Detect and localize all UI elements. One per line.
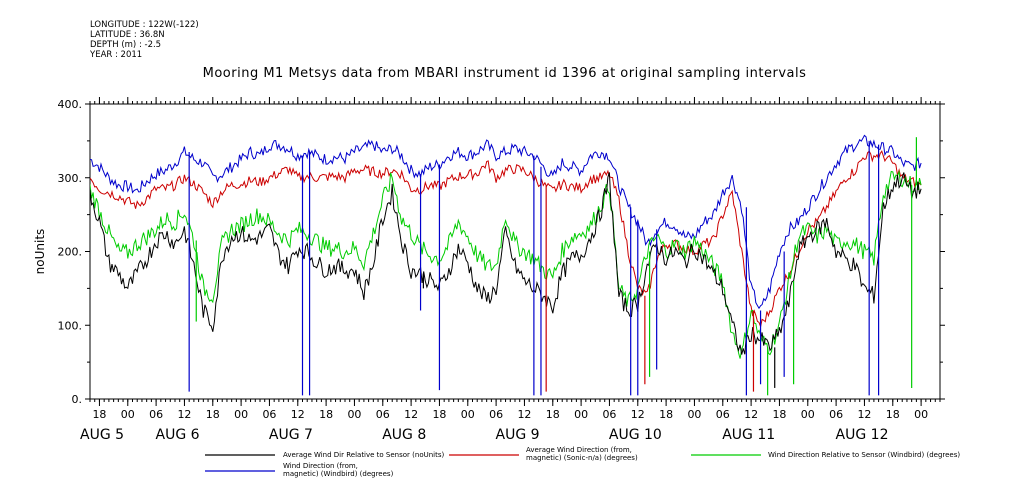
x-tick-label: 12 — [404, 408, 418, 421]
x-tick-label: 18 — [206, 408, 220, 421]
legend-label-3: Wind Direction (from, — [283, 462, 358, 470]
x-date-label: AUG 11 — [722, 427, 775, 443]
x-date-label: AUG 9 — [496, 427, 540, 443]
x-tick-label: 18 — [886, 408, 900, 421]
x-tick-label: 00 — [234, 408, 248, 421]
legend-label-2: Wind Direction Relative to Sensor (Windb… — [768, 451, 960, 459]
depth-label: DEPTH (m) : -2.5 — [90, 40, 162, 50]
x-date-label: AUG 8 — [382, 427, 426, 443]
series-line-1 — [90, 150, 922, 329]
x-tick-label: 00 — [121, 408, 135, 421]
y-tick-label: 400. — [58, 98, 83, 111]
x-tick-label: 18 — [92, 408, 106, 421]
x-tick-label: 12 — [177, 408, 191, 421]
y-tick-label: 0. — [72, 393, 83, 406]
x-tick-label: 18 — [432, 408, 446, 421]
legend-label-1-line2: magnetic) (Sonic-n/a) (degrees) — [526, 454, 638, 462]
x-tick-label: 00 — [801, 408, 815, 421]
x-tick-label: 18 — [772, 408, 786, 421]
x-tick-label: 06 — [716, 408, 730, 421]
legend-label-0: Average Wind Dir Relative to Sensor (noU… — [283, 451, 444, 459]
x-tick-label: 12 — [291, 408, 305, 421]
series-line-3 — [90, 134, 922, 310]
x-tick-label: 06 — [829, 408, 843, 421]
x-date-label: AUG 10 — [609, 427, 662, 443]
x-tick-label: 18 — [319, 408, 333, 421]
y-axis-label: noUnits — [33, 229, 47, 275]
y-tick-label: 300. — [58, 172, 83, 185]
x-tick-label: 18 — [659, 408, 673, 421]
x-tick-label: 06 — [489, 408, 503, 421]
x-date-label: AUG 12 — [836, 427, 889, 443]
y-tick-label: 100. — [58, 319, 83, 332]
x-tick-label: 12 — [517, 408, 531, 421]
x-tick-label: 00 — [461, 408, 475, 421]
legend-label-3-line2: magnetic) (Windbird) (degrees) — [283, 470, 394, 478]
legend-label-1: Average Wind Direction (from, — [526, 446, 632, 454]
series-line-2 — [90, 169, 922, 359]
x-tick-label: 06 — [149, 408, 163, 421]
x-tick-label: 12 — [744, 408, 758, 421]
x-tick-label: 00 — [347, 408, 361, 421]
plot-frame — [89, 103, 941, 400]
x-tick-label: 18 — [546, 408, 560, 421]
x-tick-label: 06 — [376, 408, 390, 421]
x-tick-label: 06 — [262, 408, 276, 421]
x-date-label: AUG 6 — [156, 427, 200, 443]
year-label: YEAR : 2011 — [90, 50, 143, 60]
metadata-block: LONGITUDE : 122W(-122) LATITUDE : 36.8N … — [90, 20, 199, 60]
y-tick-label: 200. — [58, 246, 83, 259]
longitude-label: LONGITUDE : 122W(-122) — [90, 20, 199, 30]
series-line-0 — [90, 172, 922, 355]
x-tick-label: 12 — [631, 408, 645, 421]
chart-title: Mooring M1 Metsys data from MBARI instru… — [202, 66, 807, 81]
x-date-label: AUG 5 — [80, 427, 124, 443]
latitude-label: LATITUDE : 36.8N — [90, 30, 165, 40]
x-tick-label: 00 — [574, 408, 588, 421]
x-tick-label: 06 — [602, 408, 616, 421]
x-tick-label: 00 — [914, 408, 928, 421]
x-tick-label: 12 — [857, 408, 871, 421]
x-date-label: AUG 7 — [269, 427, 313, 443]
x-tick-label: 00 — [687, 408, 701, 421]
